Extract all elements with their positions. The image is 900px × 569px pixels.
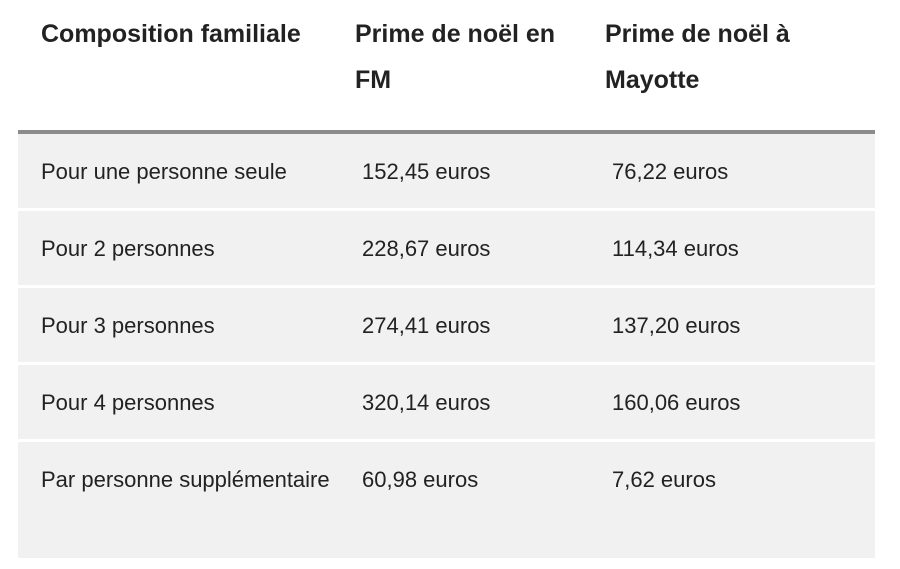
cell-prime-fm: 320,14 euros — [338, 363, 590, 442]
cell-composition: Pour 3 personnes — [18, 286, 338, 365]
cell-composition: Pour une personne seule — [18, 132, 338, 211]
cell-prime-mayotte: 7,62 euros — [590, 440, 875, 558]
table-row: Pour 2 personnes 228,67 euros 114,34 eur… — [18, 209, 875, 288]
prime-de-noel-table: Composition familiale Prime de noël en F… — [18, 0, 875, 558]
cell-composition: Pour 2 personnes — [18, 209, 338, 288]
cell-prime-fm: 60,98 euros — [338, 440, 590, 558]
cell-composition: Par personne supplémentaire — [18, 440, 338, 558]
cell-prime-fm: 274,41 euros — [338, 286, 590, 365]
table-row: Pour 4 personnes 320,14 euros 160,06 eur… — [18, 363, 875, 442]
table-header: Composition familiale Prime de noël en F… — [18, 0, 875, 134]
cell-prime-mayotte: 76,22 euros — [590, 132, 875, 211]
table-row: Pour 3 personnes 274,41 euros 137,20 eur… — [18, 286, 875, 365]
header-prime-mayotte: Prime de noël à Mayotte — [590, 0, 875, 134]
header-prime-fm: Prime de noël en FM — [338, 0, 590, 134]
header-composition-familiale: Composition familiale — [18, 0, 338, 134]
cell-prime-mayotte: 160,06 euros — [590, 363, 875, 442]
cell-prime-mayotte: 114,34 euros — [590, 209, 875, 288]
table-row: Par personne supplémentaire 60,98 euros … — [18, 440, 875, 558]
cell-prime-fm: 152,45 euros — [338, 132, 590, 211]
header-row: Composition familiale Prime de noël en F… — [18, 0, 875, 134]
cell-composition: Pour 4 personnes — [18, 363, 338, 442]
prime-de-noel-table-container: Composition familiale Prime de noël en F… — [18, 0, 875, 558]
cell-prime-mayotte: 137,20 euros — [590, 286, 875, 365]
cell-prime-fm: 228,67 euros — [338, 209, 590, 288]
table-row: Pour une personne seule 152,45 euros 76,… — [18, 132, 875, 211]
table-body: Pour une personne seule 152,45 euros 76,… — [18, 132, 875, 558]
